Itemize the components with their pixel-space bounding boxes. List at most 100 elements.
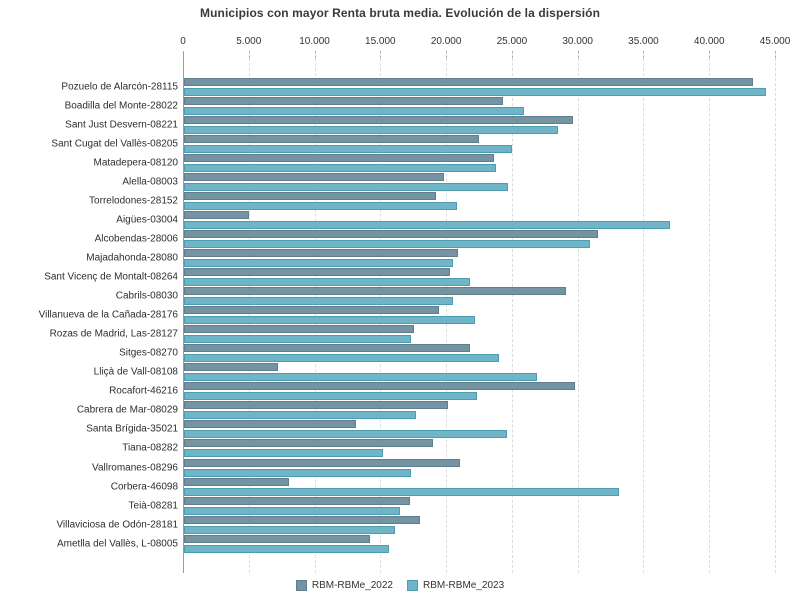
category-label: Lliçà de Vall-08108 (93, 366, 178, 378)
bar-RBM-RBMe_2022[interactable] (184, 439, 434, 448)
category-label: Ametlla del Vallès, L-08005 (57, 538, 178, 550)
category-label: Sant Cugat del Vallès-08205 (51, 138, 178, 150)
category-label: Cabrils-08030 (115, 290, 178, 302)
chart-title: Municipios con mayor Renta bruta media. … (199, 6, 600, 20)
bar-RBM-RBMe_2022[interactable] (184, 229, 598, 238)
category-label: Aigües-03004 (116, 214, 178, 226)
bar-RBM-RBMe_2022[interactable] (184, 344, 471, 353)
bar-RBM-RBMe_2023[interactable] (184, 144, 513, 153)
bar-RBM-RBMe_2022[interactable] (184, 306, 439, 315)
bar-RBM-RBMe_2022[interactable] (184, 325, 414, 334)
category-label: Alella-08003 (122, 176, 178, 188)
x-tick-label: 40.000 (693, 36, 725, 47)
category-label: Teià-08281 (128, 500, 178, 512)
category-label: Sant Vicenç de Montalt-08264 (44, 271, 178, 283)
x-tick-label: 10.000 (299, 36, 330, 47)
x-tick-label: 5.000 (236, 36, 262, 47)
bar-RBM-RBMe_2022[interactable] (184, 77, 753, 86)
legend-item-RBM-RBMe_2023[interactable]: RBM-RBMe_2023 (407, 580, 504, 591)
category-label: Sitges-08270 (119, 347, 178, 359)
bar-RBM-RBMe_2023[interactable] (184, 239, 590, 248)
bar-RBM-RBMe_2023[interactable] (184, 544, 389, 553)
category-label: Rocafort-46216 (109, 385, 178, 397)
bar-RBM-RBMe_2022[interactable] (184, 401, 448, 410)
category-label: Rozas de Madrid, Las-28127 (49, 328, 178, 340)
legend-label: RBM-RBMe_2023 (423, 580, 505, 591)
bar-RBM-RBMe_2022[interactable] (184, 515, 421, 524)
x-tick-label: 35.000 (628, 36, 659, 47)
legend-label: RBM-RBMe_2022 (311, 580, 393, 591)
bar-RBM-RBMe_2023[interactable] (184, 297, 454, 306)
bar-RBM-RBMe_2023[interactable] (184, 392, 477, 401)
bar-RBM-RBMe_2023[interactable] (184, 468, 411, 477)
legend-swatch-icon (407, 580, 418, 591)
category-label: Corbera-46098 (110, 481, 178, 493)
bar-RBM-RBMe_2023[interactable] (184, 449, 384, 458)
category-label: Matadepera-08120 (93, 157, 178, 169)
x-tick-label: 0 (180, 36, 186, 47)
bar-RBM-RBMe_2022[interactable] (184, 420, 356, 429)
legend-swatch-icon (295, 580, 307, 591)
bar-RBM-RBMe_2023[interactable] (184, 258, 454, 267)
bar-RBM-RBMe_2022[interactable] (184, 496, 410, 505)
category-label: Tiana-08282 (122, 442, 178, 454)
gridline (775, 53, 776, 573)
bar-RBM-RBMe_2023[interactable] (184, 373, 538, 382)
gridline (643, 53, 645, 573)
category-label: Torrelodones-28152 (89, 195, 178, 207)
bar-RBM-RBMe_2022[interactable] (184, 134, 480, 143)
bar-RBM-RBMe_2023[interactable] (184, 87, 767, 96)
bar-RBM-RBMe_2022[interactable] (184, 248, 459, 257)
bar-RBM-RBMe_2022[interactable] (184, 534, 371, 543)
bar-RBM-RBMe_2022[interactable] (184, 458, 460, 467)
bar-RBM-RBMe_2023[interactable] (184, 430, 507, 439)
bar-RBM-RBMe_2023[interactable] (184, 125, 559, 134)
bar-RBM-RBMe_2022[interactable] (184, 191, 436, 200)
gridline (511, 53, 513, 573)
bar-RBM-RBMe_2022[interactable] (184, 96, 504, 105)
bar-RBM-RBMe_2023[interactable] (184, 335, 411, 344)
gridline (446, 53, 448, 573)
bar-RBM-RBMe_2023[interactable] (184, 506, 401, 515)
bar-RBM-RBMe_2022[interactable] (184, 477, 289, 486)
category-label: Villanueva de la Cañada-28176 (38, 309, 178, 321)
legend-item-RBM-RBMe_2022[interactable]: RBM-RBMe_2022 (295, 580, 393, 591)
bar-RBM-RBMe_2023[interactable] (184, 220, 671, 229)
x-tick-label: 25.000 (496, 36, 528, 47)
category-label: Vallromanes-08296 (92, 462, 178, 473)
category-label: Majadahonda-28080 (86, 252, 178, 264)
bar-RBM-RBMe_2023[interactable] (184, 316, 476, 325)
x-tick-label: 20.000 (430, 36, 462, 47)
bar-RBM-RBMe_2022[interactable] (184, 210, 250, 219)
bar-RBM-RBMe_2022[interactable] (184, 382, 576, 391)
bar-RBM-RBMe_2022[interactable] (184, 172, 444, 181)
x-tick-label: 15.000 (365, 36, 396, 47)
bar-RBM-RBMe_2023[interactable] (184, 411, 417, 420)
bar-RBM-RBMe_2023[interactable] (184, 525, 396, 534)
bar-RBM-RBMe_2023[interactable] (184, 354, 500, 363)
bar-RBM-RBMe_2022[interactable] (184, 287, 567, 296)
bar-RBM-RBMe_2023[interactable] (184, 278, 471, 286)
bar-RBM-RBMe_2022[interactable] (184, 268, 451, 276)
bar-RBM-RBMe_2023[interactable] (184, 487, 619, 496)
category-label: Sant Just Desvern-08221 (65, 119, 178, 131)
y-axis-line (183, 52, 184, 573)
category-label: Pozuelo de Alarcón-28115 (61, 81, 178, 92)
bar-RBM-RBMe_2022[interactable] (184, 115, 573, 124)
category-label: Alcobendas-28006 (94, 233, 178, 245)
gridline (577, 53, 579, 573)
bar-RBM-RBMe_2023[interactable] (184, 182, 509, 191)
bar-RBM-RBMe_2023[interactable] (184, 163, 497, 172)
x-tick-label: 45.000 (759, 36, 791, 47)
category-label: Cabrera de Mar-08029 (76, 404, 178, 416)
bar-RBM-RBMe_2023[interactable] (184, 201, 457, 210)
bar-RBM-RBMe_2023[interactable] (184, 106, 525, 115)
category-label: Santa Brígida-35021 (86, 423, 178, 435)
bar-RBM-RBMe_2022[interactable] (184, 153, 494, 162)
legend: RBM-RBMe_2022 RBM-RBMe_2023 (0, 580, 800, 591)
x-tick-label: 30.000 (562, 36, 593, 47)
category-label: Villaviciosa de Odón-28181 (56, 519, 178, 531)
category-label: Boadilla del Monte-28022 (64, 100, 178, 112)
bar-RBM-RBMe_2022[interactable] (184, 363, 279, 372)
